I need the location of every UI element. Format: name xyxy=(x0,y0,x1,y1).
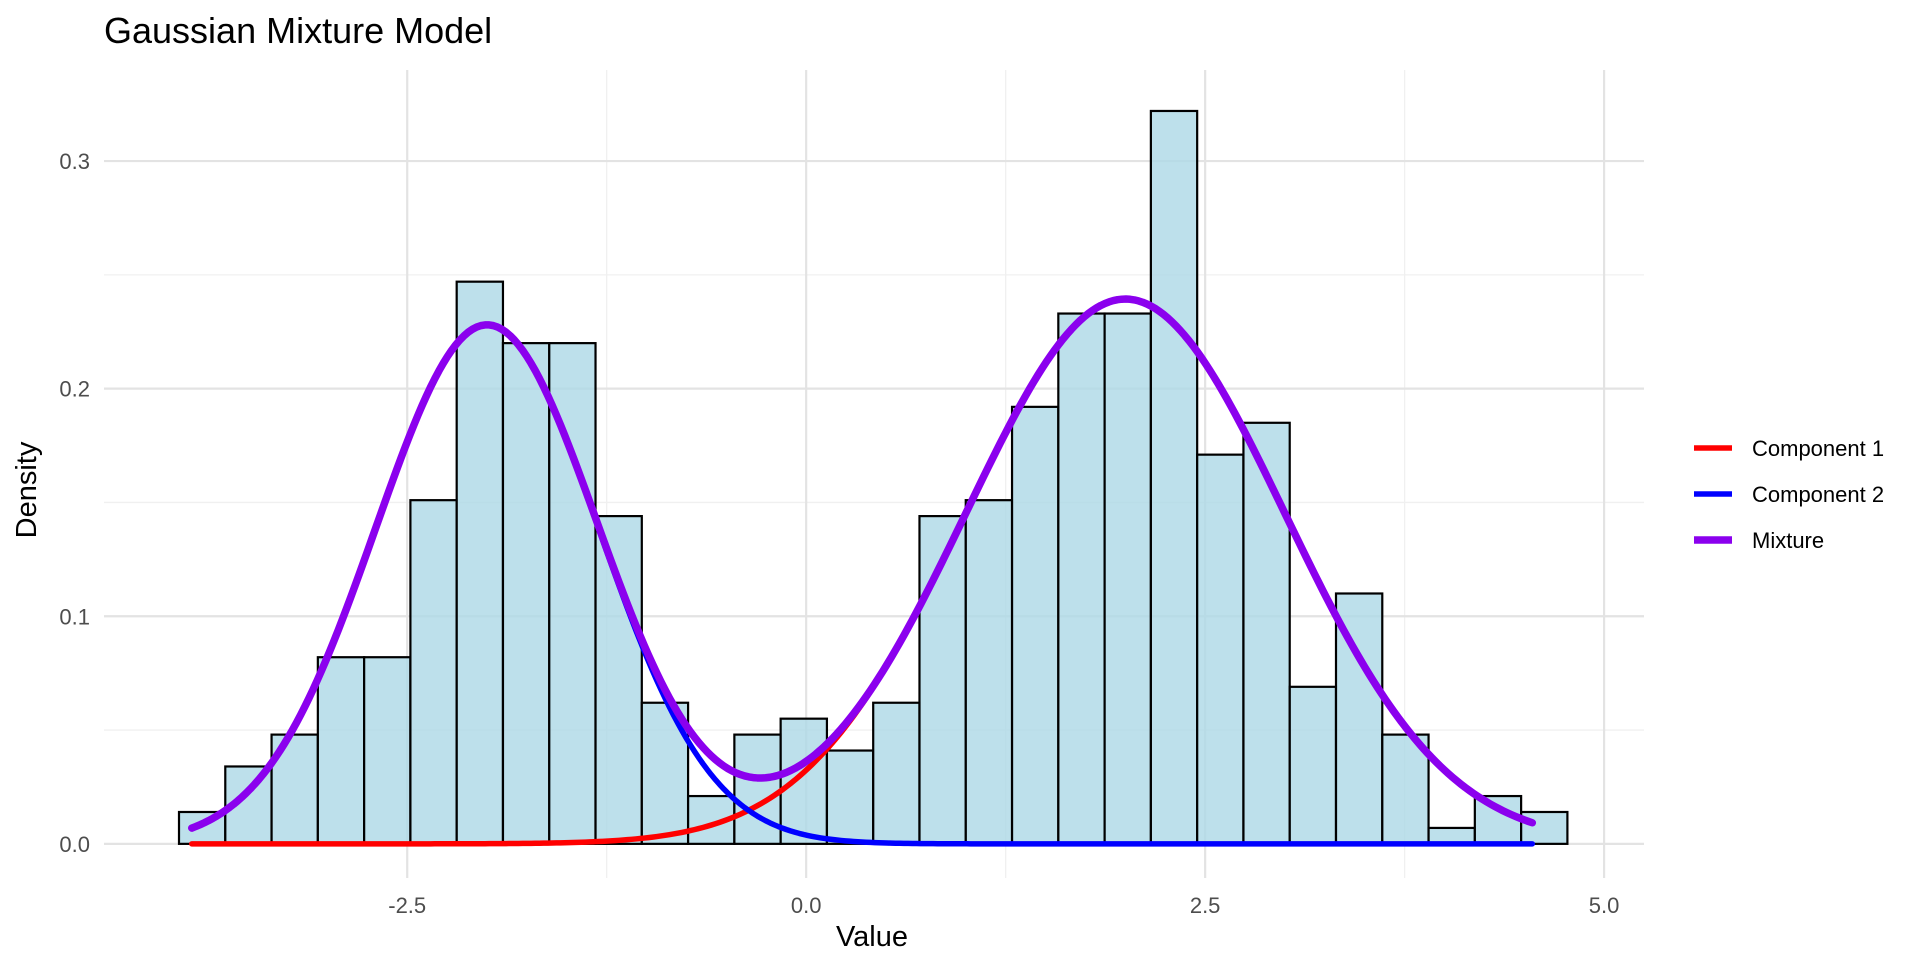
histogram-bar xyxy=(1288,685,1338,845)
x-axis-ticks: -2.5 0.0 2.5 5.0 xyxy=(388,893,1619,918)
histogram-bar xyxy=(501,342,551,845)
y-axis-title: Density xyxy=(11,441,43,538)
histogram-bar xyxy=(1103,312,1152,845)
x-tick-label: -2.5 xyxy=(388,893,426,918)
histogram-bar xyxy=(1334,592,1384,845)
histogram-bar xyxy=(825,749,875,845)
chart-title: Gaussian Mixture Model xyxy=(104,10,492,51)
legend-label-mixture: Mixture xyxy=(1752,528,1824,553)
histogram-bar xyxy=(1196,453,1245,845)
y-tick-label: 0.3 xyxy=(59,149,90,174)
histogram-bar xyxy=(409,499,458,845)
x-tick-label: 5.0 xyxy=(1589,893,1620,918)
histogram-bar xyxy=(1149,109,1199,845)
curve-mixture xyxy=(188,295,1537,832)
legend-label-component-2: Component 2 xyxy=(1752,482,1884,507)
legend-label-component-1: Component 1 xyxy=(1752,436,1884,461)
y-tick-label: 0.0 xyxy=(59,832,90,857)
histogram-bar xyxy=(1010,405,1060,845)
histogram-bar xyxy=(918,515,967,845)
y-tick-label: 0.1 xyxy=(59,604,90,629)
histogram-bar xyxy=(1242,421,1291,845)
histogram-bar xyxy=(1381,733,1430,845)
y-axis-ticks: 0.0 0.1 0.2 0.3 xyxy=(59,149,90,857)
histogram-bar xyxy=(594,515,643,845)
histogram-bars xyxy=(177,109,1569,845)
x-tick-label: 0.0 xyxy=(791,893,822,918)
y-tick-label: 0.2 xyxy=(59,377,90,402)
histogram-bar xyxy=(1057,312,1106,845)
legend: Component 1 Component 2 Mixture xyxy=(1694,436,1884,553)
histogram-bar xyxy=(1520,810,1569,845)
histogram-bar xyxy=(316,656,366,845)
histogram-bar xyxy=(964,499,1014,845)
histogram-bar xyxy=(779,717,829,845)
density-curves xyxy=(188,295,1537,847)
histogram-bar xyxy=(455,280,505,845)
x-axis-title: Value xyxy=(836,921,908,953)
histogram-bar xyxy=(363,656,412,845)
x-tick-label: 2.5 xyxy=(1190,893,1221,918)
histogram-bar xyxy=(872,701,921,845)
